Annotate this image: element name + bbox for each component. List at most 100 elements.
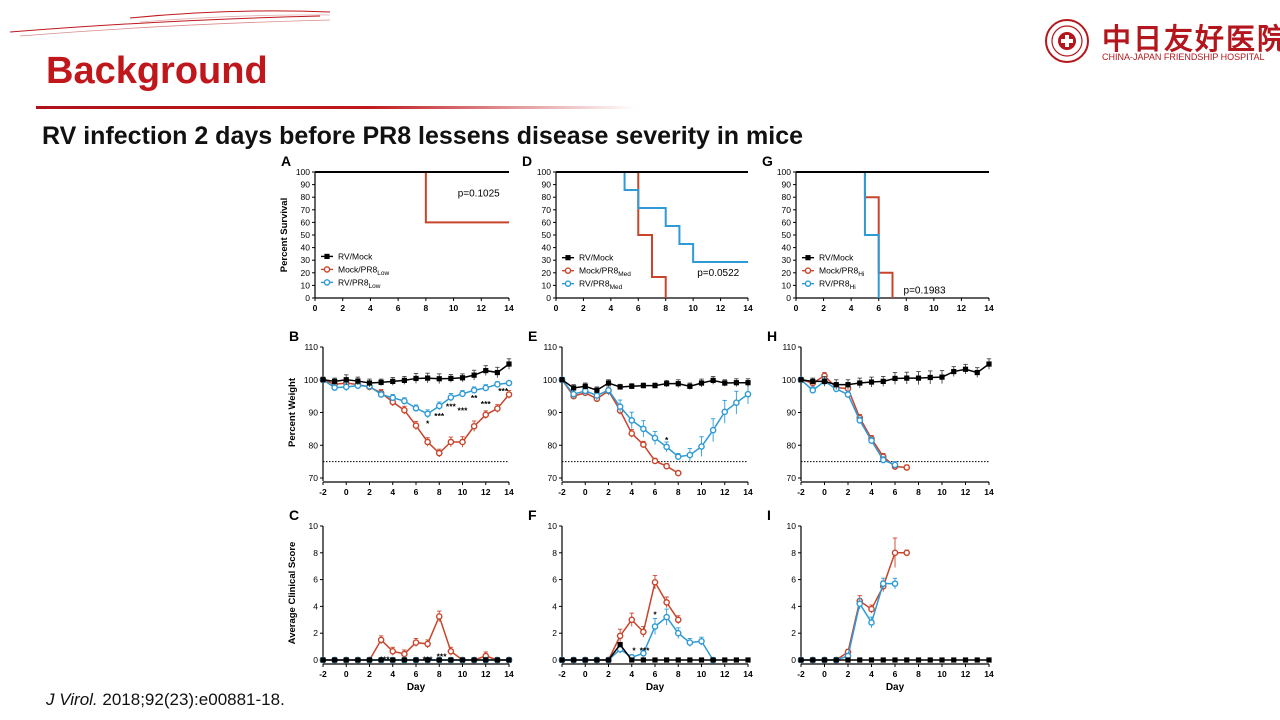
y-tick-label: 0 xyxy=(313,655,318,665)
data-point xyxy=(939,374,945,380)
hospital-seal-icon xyxy=(1045,19,1089,63)
y-tick-label: 40 xyxy=(301,243,311,253)
data-point xyxy=(390,378,396,384)
y-tick-label: 70 xyxy=(542,205,552,215)
data-point xyxy=(389,394,397,402)
data-point xyxy=(733,399,740,406)
legend-marker xyxy=(565,255,571,261)
x-tick-label: 6 xyxy=(876,303,881,313)
data-point xyxy=(617,384,623,390)
data-point xyxy=(663,443,670,451)
legend-marker xyxy=(564,267,572,274)
x-tick-label: 8 xyxy=(916,487,921,497)
y-tick-label: 8 xyxy=(552,548,557,558)
y-tick-label: 50 xyxy=(301,230,311,240)
significance-mark: * xyxy=(632,646,636,656)
legend-label-text: Mock/PR8 xyxy=(579,266,618,276)
x-tick-label: 14 xyxy=(743,303,753,313)
x-axis-label: Day xyxy=(407,682,426,693)
data-point xyxy=(505,379,513,387)
data-point xyxy=(366,380,373,386)
data-point xyxy=(605,657,612,663)
x-tick-label: -2 xyxy=(558,487,566,497)
y-tick-label: 6 xyxy=(313,575,318,585)
data-point xyxy=(332,378,338,384)
data-point xyxy=(892,657,898,663)
data-point xyxy=(845,657,851,663)
data-point xyxy=(674,616,682,624)
y-tick-label: 80 xyxy=(787,440,797,450)
data-point xyxy=(401,397,408,405)
data-point xyxy=(413,657,419,663)
x-tick-label: 2 xyxy=(606,487,611,497)
legend-label-subscript: Low xyxy=(369,283,381,290)
data-point xyxy=(616,403,624,410)
legend-label-subscript: Hi xyxy=(858,271,864,278)
data-point xyxy=(745,657,751,663)
x-tick-label: 0 xyxy=(794,303,799,313)
data-point xyxy=(378,657,384,663)
x-tick-label: 0 xyxy=(344,487,349,497)
series-line xyxy=(322,379,510,455)
x-tick-label: 8 xyxy=(437,487,442,497)
y-tick-label: 100 xyxy=(296,167,310,177)
data-point xyxy=(355,378,361,384)
data-point xyxy=(435,402,443,410)
hospital-name-cn: 中日友好医院 xyxy=(1102,22,1280,56)
x-tick-label: 8 xyxy=(676,669,681,679)
data-point xyxy=(674,453,682,461)
title-underline xyxy=(36,106,636,109)
data-point xyxy=(401,650,408,658)
y-tick-label: 2 xyxy=(552,628,557,638)
data-point xyxy=(927,374,933,381)
data-point xyxy=(675,657,681,663)
x-tick-label: 6 xyxy=(414,669,419,679)
y-tick-label: 50 xyxy=(782,230,792,240)
data-point xyxy=(663,599,670,606)
x-tick-label: 10 xyxy=(449,303,459,313)
data-point xyxy=(891,549,899,557)
significance-mark: *** xyxy=(458,406,469,416)
x-tick-label: 0 xyxy=(583,669,588,679)
panel-label-i: I xyxy=(767,507,771,523)
series-red xyxy=(797,537,911,664)
data-point xyxy=(424,640,431,648)
x-tick-label: 4 xyxy=(608,303,613,313)
data-point xyxy=(401,377,407,384)
x-tick-label: 6 xyxy=(893,669,898,679)
significance-mark: *** xyxy=(446,402,457,412)
data-point xyxy=(494,405,501,412)
data-point xyxy=(582,383,588,389)
legend-label-text: Mock/PR8 xyxy=(338,264,377,274)
p-value-annotation: p=0.1025 xyxy=(458,188,500,199)
y-tick-label: 10 xyxy=(548,521,558,531)
x-tick-label: 4 xyxy=(629,669,634,679)
y-tick-label: 4 xyxy=(313,601,318,611)
x-tick-label: 4 xyxy=(869,487,874,497)
data-point xyxy=(698,637,705,645)
significance-mark: * xyxy=(426,419,430,429)
citation: J Virol. 2018;92(23):e00881-18. xyxy=(46,690,285,710)
x-tick-label: 6 xyxy=(653,487,658,497)
y-tick-label: 40 xyxy=(782,243,792,253)
y-tick-label: 90 xyxy=(548,408,558,418)
y-tick-label: 70 xyxy=(787,473,797,483)
legend-marker xyxy=(564,280,572,287)
x-tick-label: 2 xyxy=(846,669,851,679)
legend-label: Mock/PR8Med xyxy=(579,266,631,279)
series-red xyxy=(319,610,513,664)
slide-subtitle: RV infection 2 days before PR8 lessens d… xyxy=(42,122,804,150)
hospital-name-en: CHINA-JAPAN FRIENDSHIP HOSPITAL xyxy=(1102,52,1265,62)
data-point xyxy=(698,380,705,386)
data-point xyxy=(722,657,728,663)
data-point xyxy=(915,657,922,663)
y-tick-label: 90 xyxy=(782,180,792,190)
y-tick-label: 80 xyxy=(782,192,792,202)
x-tick-label: 14 xyxy=(984,487,994,497)
legend-label-text: Mock/PR8 xyxy=(819,266,858,276)
data-point xyxy=(810,378,816,384)
x-tick-label: 14 xyxy=(504,487,514,497)
data-point xyxy=(482,411,490,419)
p-value-annotation: p=0.0522 xyxy=(697,268,739,279)
header-swoosh-decoration xyxy=(9,10,331,37)
